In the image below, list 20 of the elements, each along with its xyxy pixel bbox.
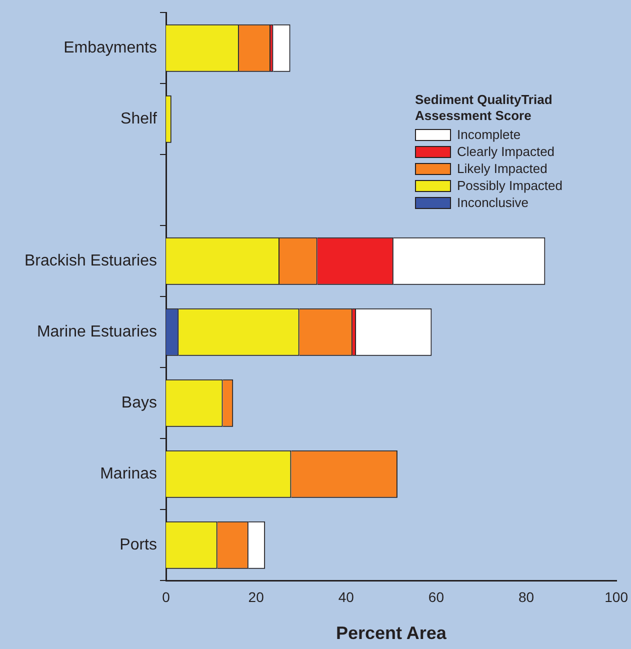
x-tick-label: 20: [248, 588, 264, 605]
legend-label: Inconclusive: [457, 195, 529, 210]
legend-label: Incomplete: [457, 127, 521, 142]
x-tick-label: 0: [162, 588, 170, 605]
legend-label: Clearly Impacted: [457, 144, 555, 159]
x-tick-label: 80: [518, 588, 534, 605]
y-tick-label: Bays: [121, 394, 157, 412]
x-tick-label: 100: [604, 588, 628, 605]
y-tick-label: Embayments: [64, 40, 157, 57]
y-tick-label: Shelf: [120, 110, 158, 128]
y-tick-label: Brackish Estuaries: [24, 252, 157, 270]
y-tick-label: Marinas: [100, 466, 157, 483]
y-tick-label: Marine Estuaries: [36, 324, 157, 341]
x-tick-label: 40: [338, 588, 354, 605]
y-tick-label: Ports: [120, 536, 157, 554]
legend-label: Possibly Impacted: [457, 178, 562, 193]
legend-label: Likely Impacted: [457, 161, 548, 176]
x-axis-title: Percent Area: [336, 623, 448, 644]
x-tick-label: 60: [428, 588, 444, 605]
legend-title: Sediment QualityTriad Assessment Score: [415, 92, 554, 124]
